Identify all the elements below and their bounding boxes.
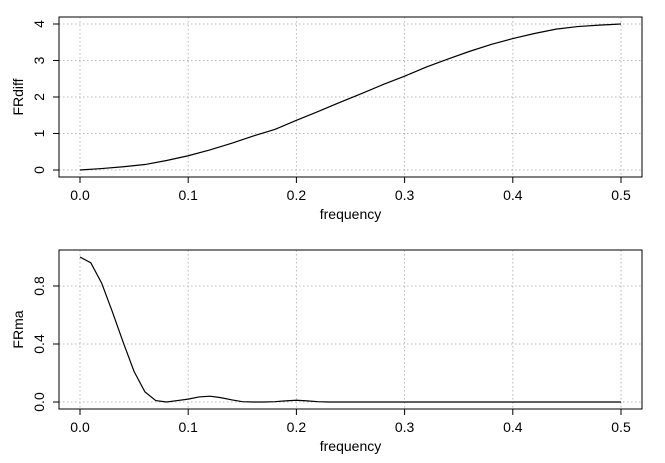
frdiff-x-axis-title: frequency (320, 206, 381, 222)
frdiff-plot: 0.0 0.1 0.2 0.3 0.4 0.5 0 1 2 3 4 frequency FRdiff (10, 16, 643, 222)
frdiff-y-axis-title: FRdiff (10, 78, 26, 115)
frma-x-tick-label: 0.4 (503, 419, 523, 435)
frdiff-x-tick-label: 0.5 (611, 187, 631, 203)
frma-x-axis-title: frequency (320, 438, 381, 454)
frdiff-x-tick-label: 0.4 (503, 187, 523, 203)
frma-x-tick-label: 0.3 (395, 419, 415, 435)
frma-y-tick-label: 0.4 (31, 334, 47, 354)
frdiff-plot-frame (58, 16, 643, 178)
frdiff-x-tick-label: 0.1 (178, 187, 198, 203)
frma-series-line-0 (79, 256, 621, 403)
frdiff-x-tick-label: 0.2 (287, 187, 307, 203)
frdiff-y-tick-label: 3 (31, 56, 47, 64)
frma-y-tick-label: 0.0 (31, 392, 47, 412)
frdiff-x-tick-label: 0.0 (70, 187, 90, 203)
frdiff-y-tick-label: 2 (31, 93, 47, 101)
frma-x-tick-label: 0.2 (287, 419, 307, 435)
frma-x-tick-label: 0.5 (611, 419, 631, 435)
frdiff-y-tick-label: 0 (31, 166, 47, 174)
frma-x-tick-label: 0.1 (178, 419, 198, 435)
frdiff-y-tick-label: 4 (31, 20, 47, 28)
frdiff-series-line-0 (79, 23, 622, 171)
frma-plot: 0.0 0.1 0.2 0.3 0.4 0.5 0.0 0.4 0.8 frequency FRma (10, 249, 643, 454)
frma-y-tick-label: 0.8 (31, 276, 47, 296)
frma-plot-frame (58, 249, 643, 410)
frdiff-y-tick-label: 1 (31, 129, 47, 137)
frma-x-tick-label: 0.0 (70, 419, 90, 435)
frdiff-x-tick-label: 0.3 (395, 187, 415, 203)
frma-y-axis-title: FRma (10, 310, 26, 348)
